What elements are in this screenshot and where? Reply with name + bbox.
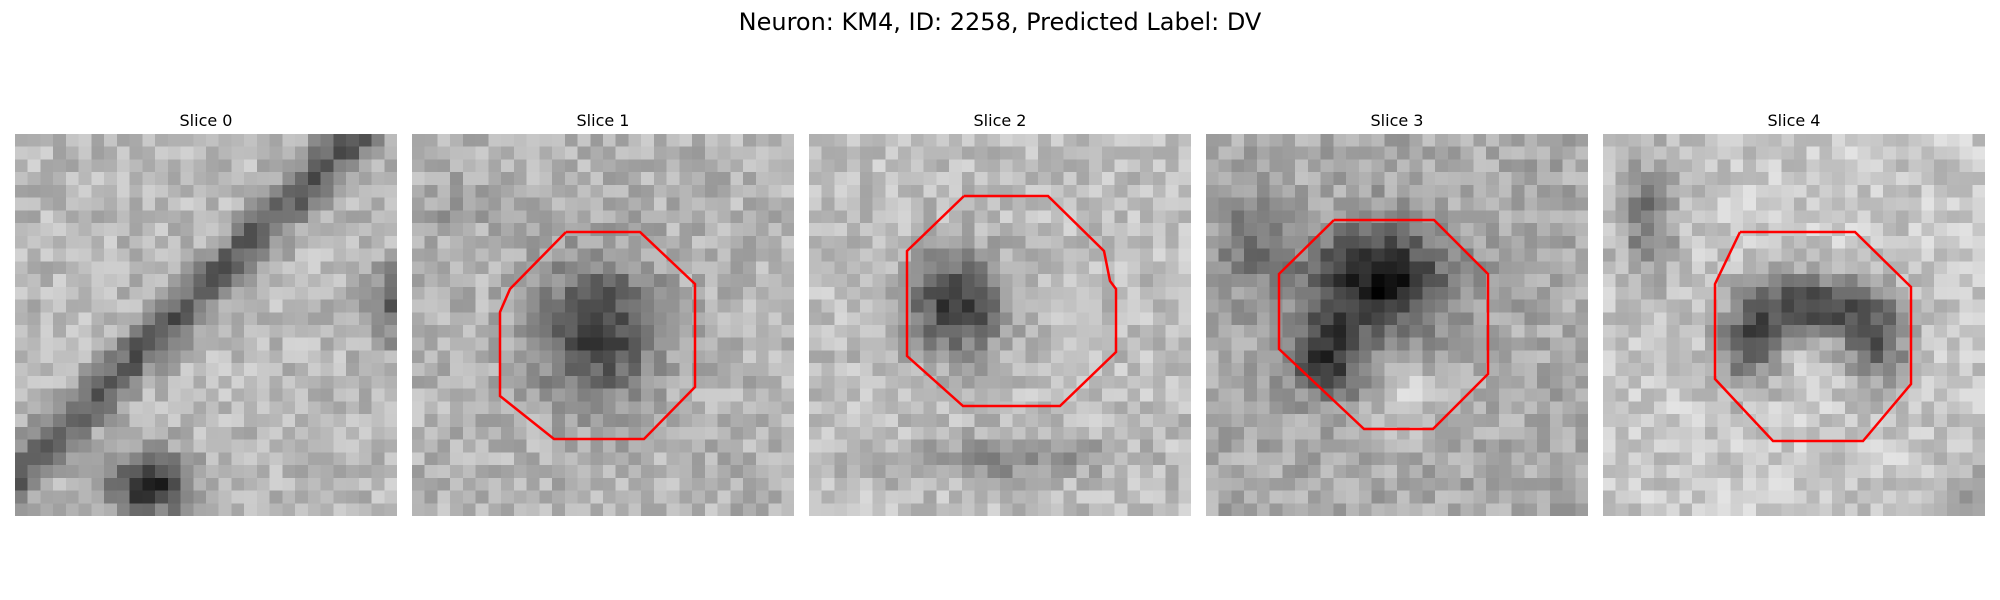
microscopy-slice-image bbox=[412, 134, 794, 516]
microscopy-slice-image bbox=[1206, 134, 1588, 516]
slice-title: Slice 3 bbox=[1370, 111, 1424, 130]
slice-title: Slice 0 bbox=[179, 111, 233, 130]
slice-image bbox=[15, 134, 397, 516]
slice-panel-0: Slice 0 bbox=[15, 112, 397, 516]
figure-title: Neuron: KM4, ID: 2258, Predicted Label: … bbox=[738, 8, 1262, 36]
contour-overlay bbox=[905, 194, 1118, 408]
neuron-contour bbox=[1277, 218, 1490, 431]
neuron-contour bbox=[905, 194, 1118, 408]
slice-title: Slice 1 bbox=[576, 111, 630, 130]
slice-panel-4: Slice 4 bbox=[1603, 112, 1985, 516]
microscopy-slice-image bbox=[15, 134, 397, 516]
slice-panel-3: Slice 3 bbox=[1206, 112, 1588, 516]
slice-title: Slice 4 bbox=[1767, 111, 1821, 130]
neuron-contour bbox=[498, 230, 697, 441]
microscopy-slice-image bbox=[809, 134, 1191, 516]
slice-image bbox=[1206, 134, 1588, 516]
contour-overlay bbox=[498, 230, 697, 441]
slice-image bbox=[1603, 134, 1985, 516]
slice-title: Slice 2 bbox=[973, 111, 1027, 130]
slice-panel-1: Slice 1 bbox=[412, 112, 794, 516]
contour-overlay bbox=[1713, 230, 1913, 443]
microscopy-slice-image bbox=[1603, 134, 1985, 516]
slice-image bbox=[809, 134, 1191, 516]
contour-overlay bbox=[1277, 218, 1490, 431]
slice-panel-2: Slice 2 bbox=[809, 112, 1191, 516]
slice-image bbox=[412, 134, 794, 516]
neuron-contour bbox=[1713, 230, 1913, 443]
